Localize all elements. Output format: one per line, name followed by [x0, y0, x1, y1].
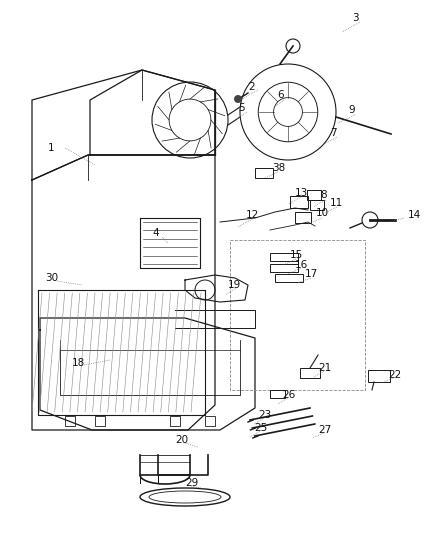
Text: 6: 6	[277, 90, 284, 100]
Text: 23: 23	[258, 410, 271, 420]
Text: 22: 22	[388, 370, 401, 380]
Text: 13: 13	[295, 188, 308, 198]
Text: 38: 38	[272, 163, 285, 173]
Text: 29: 29	[185, 478, 198, 488]
Text: 18: 18	[72, 358, 85, 368]
Text: 4: 4	[152, 228, 159, 238]
Bar	[307, 190, 321, 200]
Text: 7: 7	[330, 128, 337, 138]
Bar	[275, 274, 303, 282]
Text: 26: 26	[282, 390, 295, 400]
Text: 30: 30	[45, 273, 58, 283]
Text: 15: 15	[290, 250, 303, 260]
Bar	[300, 368, 320, 378]
Bar	[95, 416, 105, 426]
Text: 25: 25	[254, 423, 267, 433]
Text: 19: 19	[228, 280, 241, 290]
Bar	[290, 196, 308, 208]
Text: 8: 8	[320, 190, 327, 200]
Text: 14: 14	[408, 210, 421, 220]
Bar	[205, 416, 215, 426]
Bar	[170, 416, 180, 426]
Text: 20: 20	[175, 435, 188, 445]
Bar	[368, 370, 390, 382]
Text: 1: 1	[48, 143, 55, 153]
Circle shape	[234, 95, 242, 103]
Bar	[255, 168, 273, 178]
Text: 12: 12	[246, 210, 259, 220]
Text: 9: 9	[348, 105, 355, 115]
Text: 21: 21	[318, 363, 331, 373]
Text: 5: 5	[238, 103, 245, 113]
Bar	[310, 200, 324, 210]
Text: 3: 3	[352, 13, 359, 23]
Bar	[270, 253, 298, 261]
Text: 10: 10	[316, 208, 329, 218]
Text: 27: 27	[318, 425, 331, 435]
Text: 11: 11	[330, 198, 343, 208]
Bar	[65, 416, 75, 426]
Bar	[295, 212, 311, 223]
Bar	[270, 264, 298, 272]
Text: 2: 2	[248, 82, 254, 92]
Text: 17: 17	[305, 269, 318, 279]
Bar	[270, 390, 285, 398]
Text: 16: 16	[295, 260, 308, 270]
